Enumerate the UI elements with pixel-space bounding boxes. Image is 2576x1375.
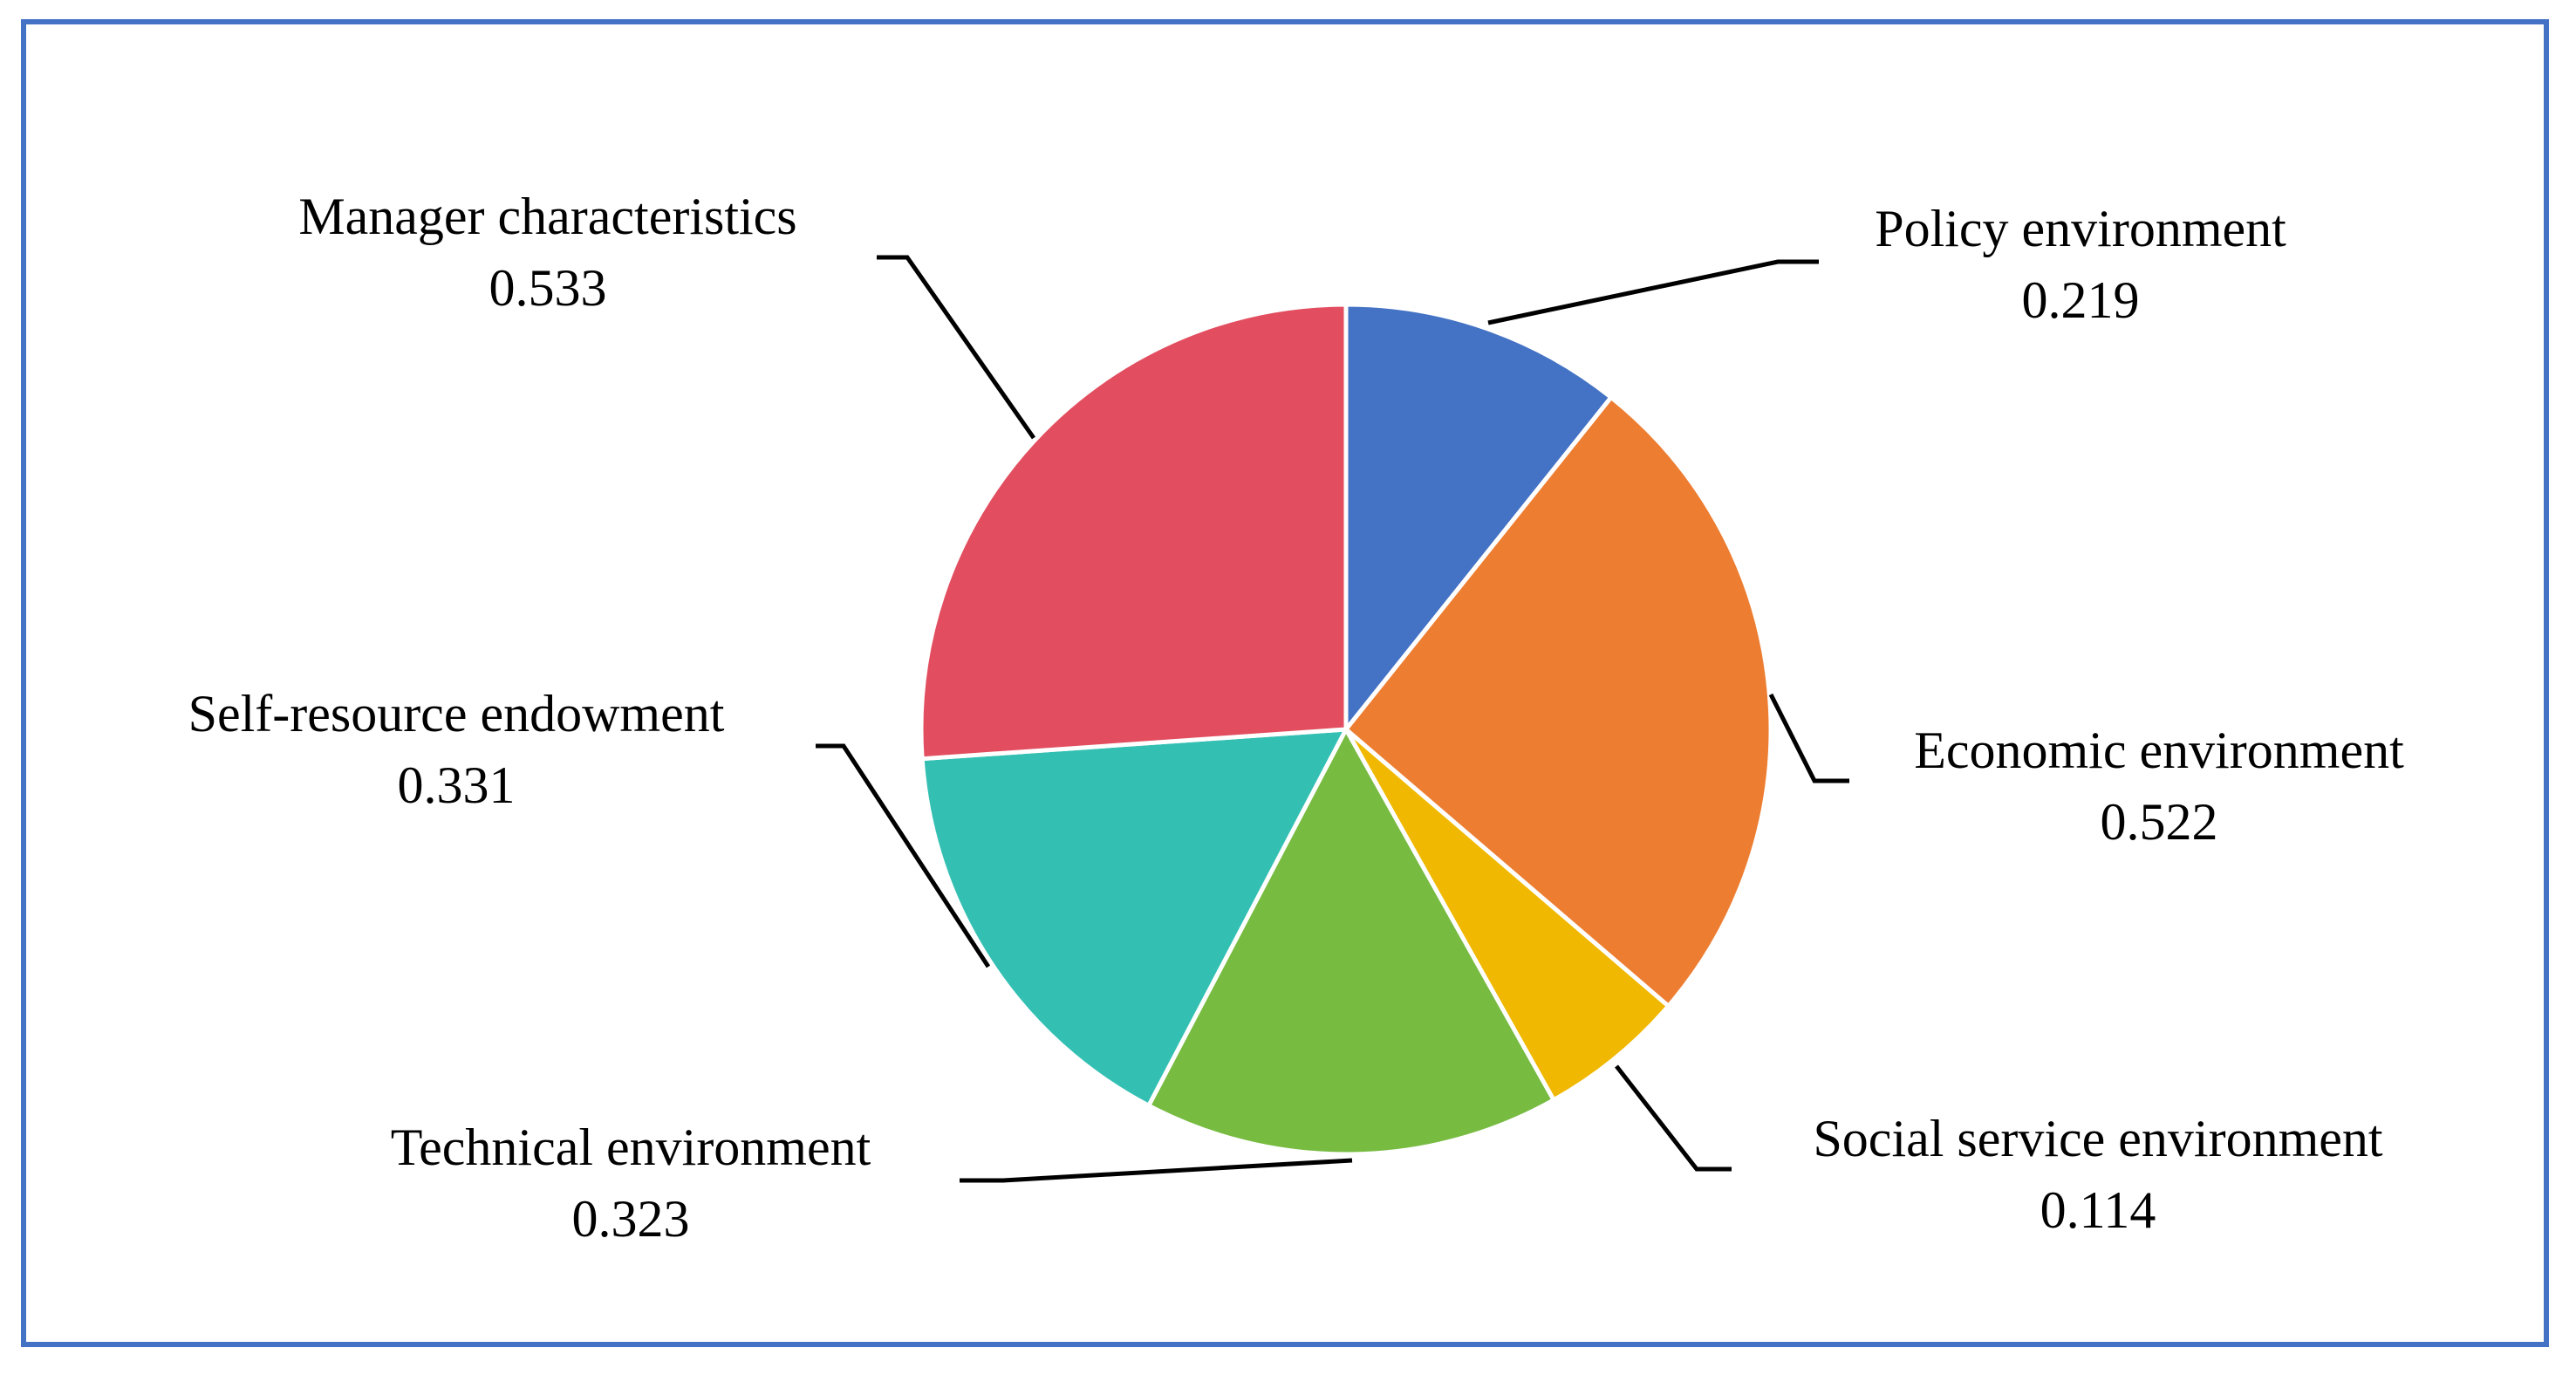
slice-labels: Policy environment 0.219 Economic environm…: [188, 188, 2404, 1248]
leader-line-policy-environment: [1487, 259, 1819, 325]
slice-self-resource-endowment: [919, 727, 1349, 1108]
slice-social-service-environment: [1343, 727, 1671, 1103]
label-policy-environment: Policy environment: [1875, 200, 2286, 257]
value-social-service-environment: 0.114: [2040, 1181, 2156, 1239]
label-self-resource-endowment: Self-resource endowment: [188, 685, 725, 742]
slice-manager-characteristics: [919, 302, 1349, 762]
label-manager-characteristics: Manager characteristics: [298, 188, 796, 245]
label-social-service-environment: Social service environment: [1813, 1110, 2382, 1167]
leader-line-technical-environment: [960, 1158, 1353, 1183]
slice-economic-environment: [1343, 394, 1773, 1009]
pie-slices: [919, 302, 1773, 1157]
leader-lines: [816, 255, 1849, 1183]
value-technical-environment: 0.323: [572, 1190, 690, 1248]
label-economic-environment: Economic environment: [1914, 722, 2404, 779]
leader-line-social-service-environment: [1615, 1064, 1732, 1172]
label-technical-environment: Technical environment: [391, 1118, 871, 1176]
slice-technical-environment: [1146, 727, 1556, 1157]
value-economic-environment: 0.522: [2101, 793, 2218, 851]
leader-line-economic-environment: [1768, 693, 1849, 783]
value-manager-characteristics: 0.533: [489, 259, 607, 317]
leader-line-manager-characteristics: [877, 255, 1036, 440]
slice-policy-environment: [1343, 302, 1614, 732]
leader-line-self-resource-endowment: [816, 743, 991, 968]
value-policy-environment: 0.219: [2022, 271, 2140, 329]
value-self-resource-endowment: 0.331: [398, 756, 516, 814]
